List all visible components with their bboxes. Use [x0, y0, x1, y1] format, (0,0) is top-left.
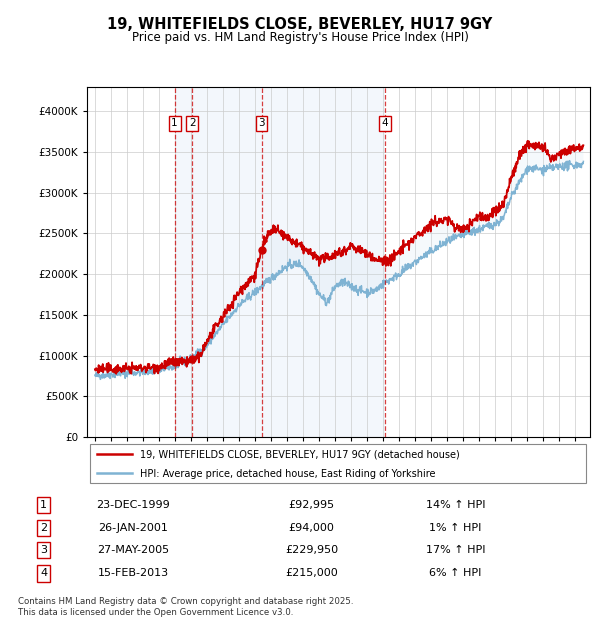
Text: 26-JAN-2001: 26-JAN-2001 — [98, 523, 168, 533]
Text: 19, WHITEFIELDS CLOSE, BEVERLEY, HU17 9GY: 19, WHITEFIELDS CLOSE, BEVERLEY, HU17 9G… — [107, 17, 493, 32]
Text: 6% ↑ HPI: 6% ↑ HPI — [430, 569, 482, 578]
Text: 17% ↑ HPI: 17% ↑ HPI — [426, 546, 485, 556]
Text: £94,000: £94,000 — [289, 523, 334, 533]
Text: 1: 1 — [40, 500, 47, 510]
Text: Contains HM Land Registry data © Crown copyright and database right 2025.
This d: Contains HM Land Registry data © Crown c… — [18, 598, 353, 617]
Text: 4: 4 — [382, 118, 388, 128]
Text: 1% ↑ HPI: 1% ↑ HPI — [430, 523, 482, 533]
Text: 15-FEB-2013: 15-FEB-2013 — [97, 569, 169, 578]
Text: 3: 3 — [40, 546, 47, 556]
Text: £229,950: £229,950 — [285, 546, 338, 556]
Text: Price paid vs. HM Land Registry's House Price Index (HPI): Price paid vs. HM Land Registry's House … — [131, 31, 469, 44]
Text: £92,995: £92,995 — [289, 500, 335, 510]
Text: 3: 3 — [258, 118, 265, 128]
Text: 19, WHITEFIELDS CLOSE, BEVERLEY, HU17 9GY (detached house): 19, WHITEFIELDS CLOSE, BEVERLEY, HU17 9G… — [140, 450, 460, 459]
Text: £215,000: £215,000 — [285, 569, 338, 578]
Text: HPI: Average price, detached house, East Riding of Yorkshire: HPI: Average price, detached house, East… — [140, 469, 435, 479]
Text: 4: 4 — [40, 569, 47, 578]
Text: 2: 2 — [40, 523, 47, 533]
Bar — [175, 87, 385, 437]
Text: 1: 1 — [171, 118, 178, 128]
Text: 2: 2 — [189, 118, 196, 128]
FancyBboxPatch shape — [89, 445, 586, 483]
Text: 27-MAY-2005: 27-MAY-2005 — [97, 546, 169, 556]
Text: 14% ↑ HPI: 14% ↑ HPI — [426, 500, 485, 510]
Text: 23-DEC-1999: 23-DEC-1999 — [96, 500, 170, 510]
